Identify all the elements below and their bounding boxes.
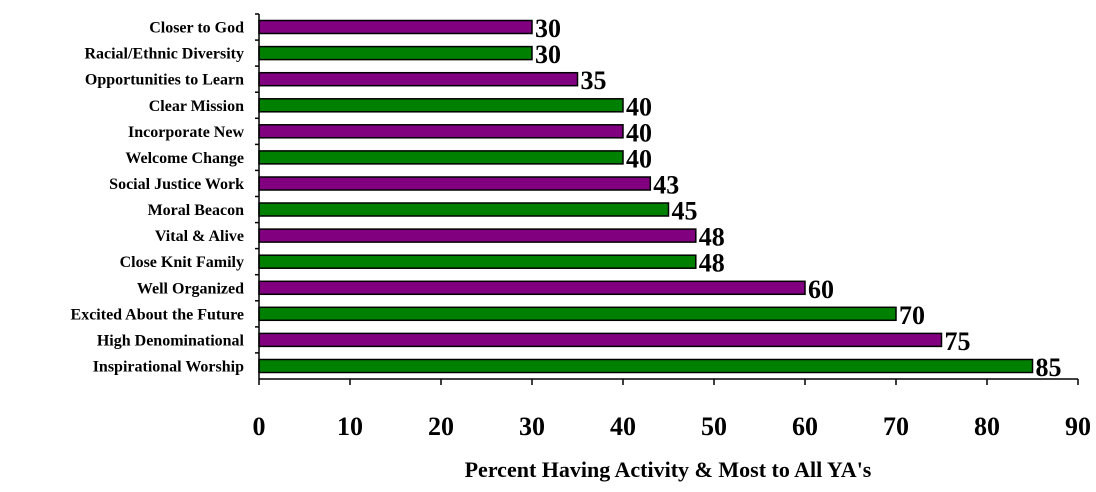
x-tick-label: 20: [428, 412, 454, 441]
bar: [258, 19, 533, 35]
bar: [258, 124, 624, 139]
x-tick-label: 40: [610, 412, 636, 441]
category-label: Welcome Change: [125, 150, 244, 167]
category-label: Incorporate New: [128, 124, 244, 141]
data-label: 43: [653, 171, 679, 200]
category-label: High Denominational: [97, 332, 245, 349]
data-label: 48: [699, 249, 725, 278]
data-label: 75: [945, 327, 971, 356]
data-label: 40: [626, 118, 652, 147]
category-label: Closer to God: [149, 20, 244, 37]
category-label: Close Knit Family: [120, 254, 244, 271]
bar: [258, 202, 670, 217]
bar: [258, 228, 697, 243]
bar: [258, 45, 533, 61]
data-label: 30: [535, 40, 561, 69]
x-tick-label: 50: [701, 412, 727, 441]
category-label: Social Justice Work: [109, 176, 244, 193]
x-axis-title: Percent Having Activity & Most to All YA…: [465, 457, 872, 482]
bar: [258, 150, 624, 165]
x-tick-label: 0: [253, 412, 266, 441]
bar: [258, 176, 652, 191]
bar: [258, 306, 897, 322]
data-label: 60: [808, 275, 834, 304]
data-label: 40: [626, 92, 652, 121]
category-label: Well Organized: [137, 280, 244, 297]
bar: [258, 280, 806, 296]
bar: [258, 332, 943, 348]
data-label: 30: [535, 14, 561, 43]
x-tick-label: 80: [974, 412, 1000, 441]
category-label: Opportunities to Learn: [85, 72, 244, 89]
category-label: Clear Mission: [149, 98, 244, 115]
category-label: Moral Beacon: [148, 202, 245, 219]
data-label: 48: [699, 223, 725, 252]
category-label: Excited About the Future: [71, 306, 244, 323]
x-tick-label: 70: [883, 412, 909, 441]
category-label: Inspirational Worship: [93, 359, 244, 376]
bar: [258, 71, 579, 87]
data-label: 85: [1036, 353, 1062, 382]
data-label: 40: [626, 144, 652, 173]
axes-group: Closer to God 30 Racial/Ethnic Diversity 30…: [71, 13, 1091, 441]
bar: [258, 98, 624, 113]
x-tick-label: 60: [792, 412, 818, 441]
bar: [258, 358, 1034, 374]
category-label: Vital & Alive: [155, 228, 244, 245]
x-tick-label: 10: [337, 412, 363, 441]
data-label: 35: [581, 66, 607, 95]
category-label: Racial/Ethnic Diversity: [84, 46, 244, 63]
x-tick-label: 30: [519, 412, 545, 441]
x-tick-label: 90: [1065, 412, 1091, 441]
bar: [258, 254, 697, 269]
data-label: 70: [899, 301, 925, 330]
data-label: 45: [672, 197, 698, 226]
